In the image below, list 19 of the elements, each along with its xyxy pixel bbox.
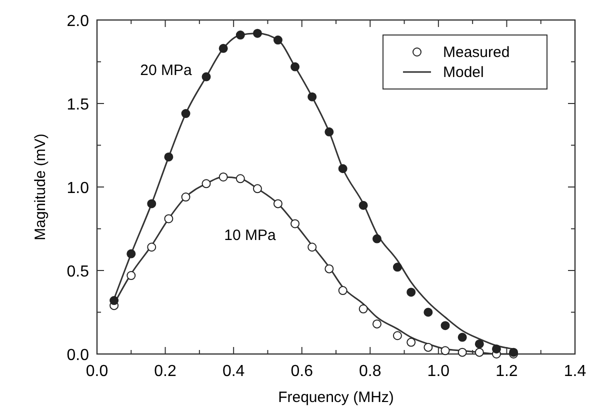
x-tick-label: 0.2 bbox=[154, 363, 177, 380]
x-tick-label: 1.4 bbox=[564, 363, 586, 380]
y-axis-title: Magnitude (mV) bbox=[32, 134, 49, 240]
x-tick-label: 1.2 bbox=[496, 363, 518, 380]
y-tick-label: 2.0 bbox=[66, 13, 90, 30]
y-tick-label: 0.0 bbox=[66, 347, 90, 364]
y-tick-label: 1.5 bbox=[66, 96, 90, 114]
annotation: 10 MPa bbox=[224, 227, 276, 244]
x-tick-label: 1.0 bbox=[427, 363, 450, 380]
y-tick-label: 1.0 bbox=[66, 180, 90, 197]
annotation: 20 MPa bbox=[140, 62, 192, 79]
x-tick-label: 0.6 bbox=[290, 363, 314, 380]
x-tick-label: 0.8 bbox=[359, 363, 382, 380]
legend-label: Model bbox=[443, 64, 484, 81]
x-axis-title: Frequency (MHz) bbox=[278, 389, 394, 406]
y-tick-label: 0.5 bbox=[66, 264, 90, 280]
legend-label: Measured bbox=[443, 44, 510, 61]
x-tick-label: 0.4 bbox=[222, 363, 245, 380]
x-tick-label: 0.0 bbox=[86, 363, 108, 380]
